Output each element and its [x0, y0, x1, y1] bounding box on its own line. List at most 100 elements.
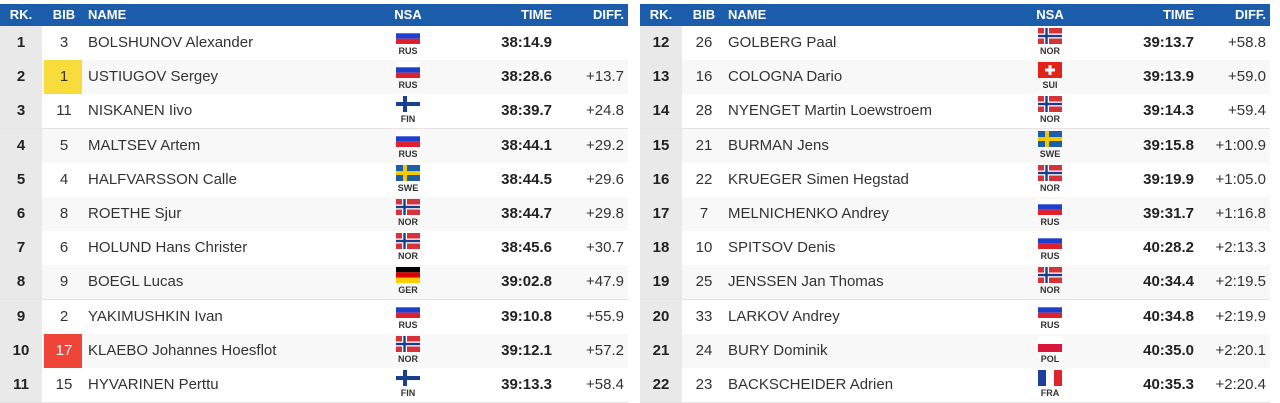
flag	[396, 62, 420, 79]
table-row: 6 8 ROETHE Sjur NOR 38:44.7 +29.8	[0, 197, 628, 232]
nsa-code: NOR	[1040, 46, 1060, 56]
time-cell: 40:34.8	[1143, 307, 1194, 325]
table-row: 11 15 HYVARINEN Perttu FIN 39:13.3 +58.4	[0, 368, 628, 403]
time-cell: 38:44.7	[501, 205, 552, 222]
diff-cell: +58.4	[586, 376, 624, 393]
diff-cell: +1:05.0	[1215, 170, 1266, 188]
diff-cell: +59.0	[1228, 68, 1266, 86]
time-cell: 39:12.1	[501, 341, 552, 359]
flag	[1038, 28, 1062, 44]
name-cell: LARKOV Andrey	[728, 307, 840, 325]
nsa-code: FIN	[400, 114, 416, 125]
flag	[1038, 267, 1062, 284]
bib-cell: 16	[695, 68, 713, 86]
table-row: 22 23 BACKSCHEIDER Adrien FRA 40:35.3 +2:20.4	[640, 368, 1270, 403]
rank-bg	[0, 128, 42, 163]
bib-cell: 1	[59, 68, 69, 86]
table-row: 1 3 BOLSHUNOV Alexander RUS 38:14.9	[0, 26, 628, 61]
name-cell: COLOGNA Dario	[728, 68, 843, 86]
name-cell: JENSSEN Jan Thomas	[728, 273, 884, 291]
bib-cell: 33	[695, 307, 713, 325]
rank-cell: 3	[16, 102, 26, 120]
rank-bg	[640, 231, 682, 266]
time-cell: 39:19.9	[1143, 170, 1194, 188]
bib-cell: 6	[59, 239, 69, 257]
rank-cell: 11	[13, 376, 29, 393]
name-cell: ROETHE Sjur	[88, 205, 182, 222]
column-header: NSA	[394, 7, 422, 22]
nsa-code: NOR	[1040, 114, 1060, 125]
table-row: 18 10 SPITSOV Denis RUS 40:28.2 +2:13.3	[640, 231, 1270, 267]
rank-bg	[640, 128, 682, 163]
name-cell: BURMAN Jens	[728, 136, 829, 154]
name-cell: HOLUND Hans Christer	[88, 239, 248, 257]
table-row: 8 9 BOEGL Lucas GER 39:02.8 +47.9	[0, 265, 628, 301]
bib-cell: 15	[55, 376, 73, 393]
rank-bg	[640, 94, 682, 129]
column-header: RK.	[9, 7, 33, 22]
diff-cell: +47.9	[586, 273, 624, 291]
name-cell: MELNICHENKO Andrey	[728, 205, 889, 222]
diff-cell: +29.2	[586, 136, 624, 154]
nsa-code: NOR	[1040, 285, 1060, 296]
time-cell: 38:44.5	[501, 170, 552, 188]
rank-cell: 7	[16, 239, 26, 257]
rank-cell: 22	[652, 376, 670, 393]
rank-cell: 8	[16, 273, 26, 291]
table-row: 10 17 KLAEBO Johannes Hoesflot NOR 39:12.1 +5…	[0, 333, 628, 369]
rank-cell: 19	[652, 273, 670, 291]
table-row: 17 7 MELNICHENKO Andrey RUS 39:31.7 +1:16.8	[640, 197, 1270, 232]
rank-cell: 14	[652, 102, 670, 120]
nsa-code: NOR	[398, 251, 418, 262]
diff-cell: +2:19.9	[1215, 307, 1266, 325]
nsa-code: FIN	[400, 388, 416, 398]
rank-bg	[640, 368, 682, 402]
column-header: NAME	[728, 7, 767, 22]
time-cell: 40:35.0	[1143, 341, 1194, 359]
rank-bg	[640, 26, 682, 60]
bib-cell: 24	[695, 341, 713, 359]
rank-cell: 6	[16, 205, 26, 222]
diff-cell: +2:19.5	[1215, 273, 1266, 291]
table-header	[0, 4, 628, 26]
diff-cell: +24.8	[586, 102, 624, 120]
rank-bg	[0, 299, 42, 334]
column-header: NAME	[88, 7, 127, 22]
nsa-code: RUS	[398, 80, 418, 91]
rank-bg	[0, 94, 42, 129]
nsa-code: NOR	[398, 353, 418, 364]
column-header: RK.	[649, 7, 673, 22]
nsa-code: NOR	[398, 217, 418, 227]
table-row: 2 1 USTIUGOV Sergey RUS 38:28.6 +13.7	[0, 60, 628, 96]
time-cell: 39:10.8	[501, 307, 552, 325]
diff-cell: +29.8	[586, 205, 624, 222]
name-cell: BURY Dominik	[728, 341, 828, 359]
results-table: RK. BIB NAME NSA TIME DIFF. 12 26 GOLBERG Paal NO…	[640, 0, 1270, 403]
column-header: DIFF.	[592, 7, 624, 22]
flag	[1038, 370, 1062, 386]
table-row: 21 24 BURY Dominik POL 40:35.0 +2:20.1	[640, 333, 1270, 369]
name-cell: NISKANEN Iivo	[88, 102, 193, 120]
nsa-code: NOR	[1040, 182, 1060, 193]
column-header: BIB	[692, 7, 716, 22]
table-row: 3 11 NISKANEN Iivo FIN 38:39.7 +24.8	[0, 94, 628, 130]
rank-bg	[640, 60, 682, 95]
diff-cell: +29.6	[586, 170, 624, 188]
table-row: 19 25 JENSSEN Jan Thomas NOR 40:34.4 +2:19.5	[640, 265, 1270, 301]
table-row: 9 2 YAKIMUSHKIN Ivan RUS 39:10.8 +55.9	[0, 299, 628, 335]
bib-cell: 4	[59, 170, 69, 188]
nsa-code: POL	[1040, 353, 1060, 364]
rank-cell: 1	[16, 34, 26, 51]
diff-cell: +1:00.9	[1215, 136, 1266, 154]
rank-cell: 4	[16, 136, 26, 154]
bib-cell: 3	[59, 34, 69, 51]
rank-bg	[0, 368, 42, 402]
nsa-code: RUS	[1040, 319, 1060, 330]
rank-bg	[0, 60, 42, 95]
diff-cell: +58.8	[1228, 34, 1266, 51]
bib-cell: 7	[699, 205, 709, 222]
flag	[1038, 164, 1062, 181]
rank-cell: 16	[652, 170, 670, 188]
name-cell: BOLSHUNOV Alexander	[88, 34, 254, 51]
nsa-code: RUS	[398, 148, 418, 159]
